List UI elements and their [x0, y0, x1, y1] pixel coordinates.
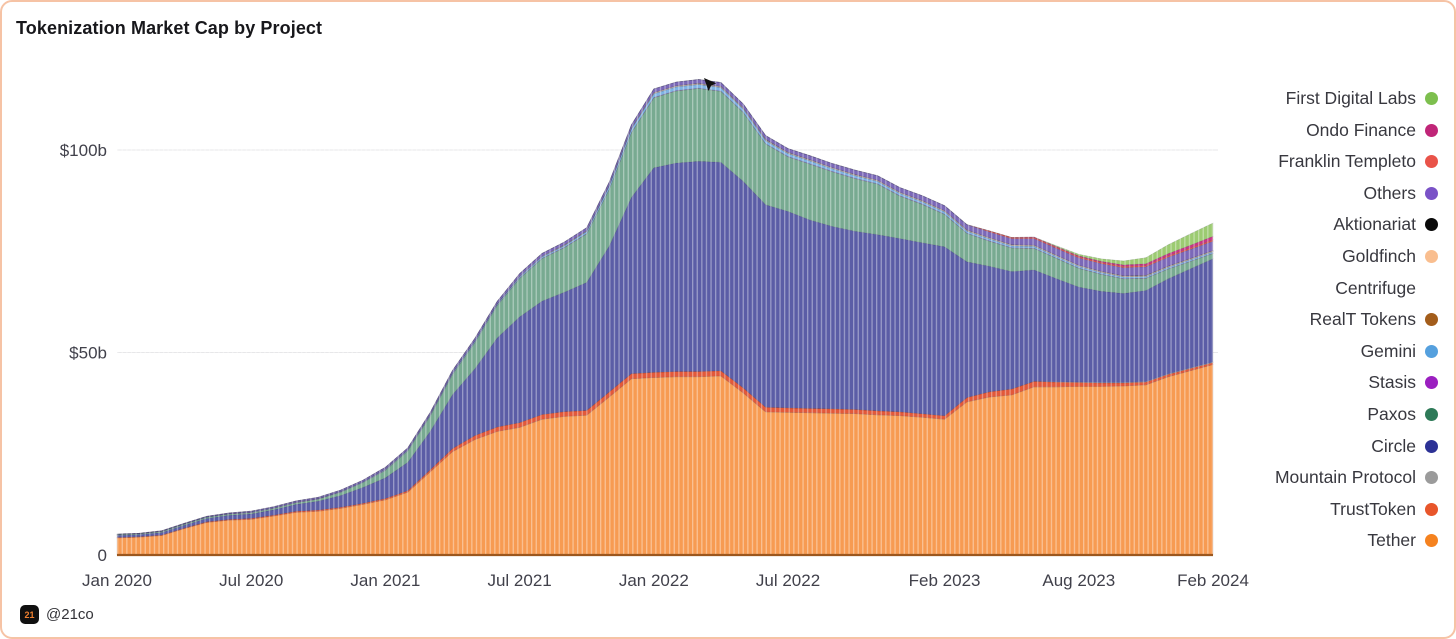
legend-dot-centrifuge: [1425, 281, 1438, 295]
legend-item-aktionariat: Aktionariat: [1333, 214, 1438, 235]
legend-label: Others: [1363, 182, 1416, 203]
legend-label: Gemini: [1360, 340, 1416, 361]
y-tick-label: 0: [98, 546, 107, 565]
legend-dot-trusttoken: [1425, 502, 1438, 516]
x-tick-label: Feb 2024: [1177, 571, 1249, 590]
author-handle: @21co: [46, 606, 94, 623]
y-tick-label: $50b: [69, 344, 107, 363]
x-tick-label: Jul 2022: [756, 571, 820, 590]
legend-item-realt-tokens: RealT Tokens: [1310, 309, 1438, 330]
legend-item-stasis: Stasis: [1368, 372, 1438, 393]
legend-item-paxos: Paxos: [1367, 404, 1438, 425]
x-tick-label: Jan 2020: [82, 571, 152, 590]
legend-label: Stasis: [1368, 372, 1416, 393]
legend-item-ondo-finance: Ondo Finance: [1306, 120, 1438, 141]
legend-label: Paxos: [1367, 403, 1416, 424]
legend-dot-aktionariat: [1425, 218, 1438, 232]
legend-dot-realt-tokens: [1425, 313, 1438, 327]
x-tick-label: Feb 2023: [909, 571, 981, 590]
legend-label: Goldfinch: [1342, 245, 1416, 266]
legend-dot-goldfinch: [1425, 249, 1438, 263]
legend-item-first-digital-labs: First Digital Labs: [1286, 88, 1438, 109]
legend-item-gemini: Gemini: [1361, 341, 1438, 362]
y-tick-label: $100b: [60, 141, 107, 160]
legend-item-others: Others: [1363, 183, 1438, 204]
legend-item-tether: Tether: [1367, 530, 1438, 551]
x-tick-label: Jan 2021: [350, 571, 420, 590]
chart-legend: First Digital Labs Ondo Finance Franklin T…: [1275, 88, 1438, 562]
legend-label: Circle: [1371, 435, 1416, 456]
legend-dot-ondo-finance: [1425, 123, 1438, 137]
legend-item-centrifuge: Centrifuge: [1335, 278, 1438, 299]
footer: 21 @21co: [20, 605, 94, 624]
mouse-cursor-icon: [704, 78, 717, 91]
legend-label: Centrifuge: [1335, 277, 1416, 298]
x-tick-label: Jul 2020: [219, 571, 283, 590]
legend-dot-mountain-protocol: [1425, 471, 1438, 485]
x-tick-label: Aug 2023: [1042, 571, 1115, 590]
bar-texture: [117, 72, 1213, 555]
legend-item-goldfinch: Goldfinch: [1342, 246, 1438, 267]
legend-dot-paxos: [1425, 407, 1438, 421]
legend-label: TrustToken: [1330, 498, 1416, 519]
legend-label: Franklin Templeto: [1278, 151, 1416, 172]
chart-title: Tokenization Market Cap by Project: [16, 18, 323, 38]
legend-label: Mountain Protocol: [1274, 467, 1416, 488]
legend-item-circle: Circle: [1371, 436, 1438, 457]
legend-label: Ondo Finance: [1306, 119, 1416, 140]
legend-item-franklin-templeto: Franklin Templeto: [1278, 151, 1438, 172]
legend-item-trusttoken: TrustToken: [1330, 499, 1438, 520]
legend-label: RealT Tokens: [1309, 309, 1416, 330]
legend-dot-circle: [1425, 439, 1438, 453]
legend-dot-gemini: [1425, 344, 1438, 358]
x-tick-label: Jul 2021: [487, 571, 551, 590]
legend-dot-franklin-templeto: [1425, 155, 1438, 169]
legend-item-mountain-protocol: Mountain Protocol: [1275, 467, 1438, 488]
legend-dot-first-digital-labs: [1425, 92, 1438, 105]
legend-dot-others: [1425, 186, 1438, 200]
21co-logo-icon: 21: [20, 605, 39, 624]
legend-dot-stasis: [1425, 376, 1438, 390]
legend-label: Tether: [1367, 530, 1416, 551]
x-tick-label: Jan 2022: [619, 571, 689, 590]
legend-label: Aktionariat: [1333, 214, 1416, 235]
legend-dot-tether: [1425, 534, 1438, 548]
legend-label: First Digital Labs: [1285, 88, 1416, 108]
